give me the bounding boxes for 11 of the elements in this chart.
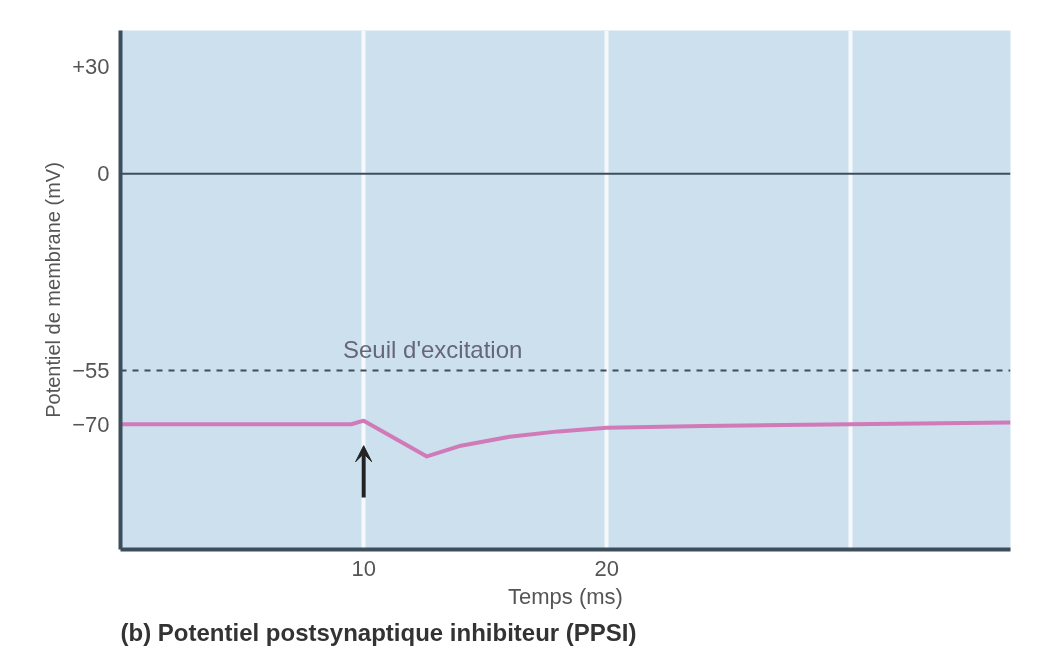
y-tick-label: −55 [72,358,110,384]
text: (b) Potentiel postsynaptique inhibiteur (PPSI) [120,618,637,646]
y-tick-label: +30 [72,53,110,79]
x-tick-label: 20 [594,555,620,581]
y-tick-label: 0 [97,161,110,187]
y-axis-title: Potentiel de membrane (mV) [42,162,65,418]
x-axis-title: Temps (ms) [508,583,623,609]
y-tick-label: −70 [72,411,110,437]
ref-line-label: Seuil d'excitation [343,335,523,363]
x-tick-label: 10 [351,555,376,581]
line-series [120,418,1011,459]
